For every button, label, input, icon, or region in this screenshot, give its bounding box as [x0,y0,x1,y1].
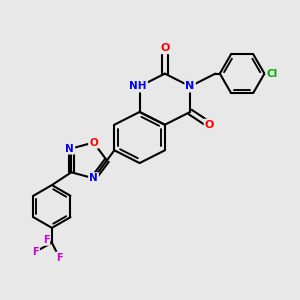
Text: N: N [185,81,195,92]
Text: Cl: Cl [266,69,278,79]
Text: O: O [89,138,98,148]
Text: N: N [65,143,74,154]
Text: NH: NH [129,81,147,92]
Text: F: F [32,247,39,257]
Text: F: F [43,235,49,245]
Text: N: N [89,173,98,183]
Text: O: O [160,43,170,53]
Text: O: O [205,120,214,130]
Text: F: F [56,253,63,262]
